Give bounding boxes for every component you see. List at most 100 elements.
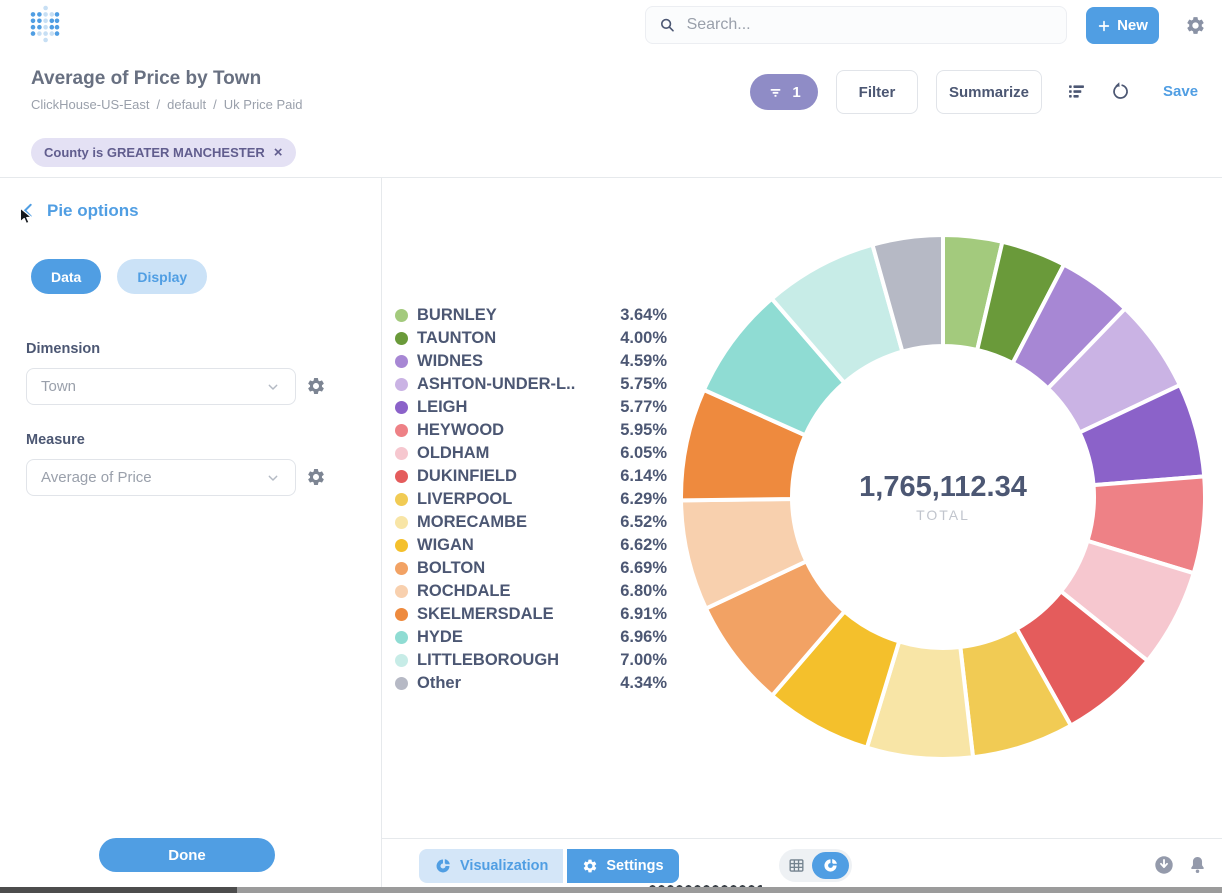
filter-chip-label: County is GREATER MANCHESTER bbox=[44, 145, 265, 160]
legend-item[interactable]: HEYWOOD 5.95% bbox=[395, 419, 667, 442]
legend-dot bbox=[395, 355, 408, 368]
chart-legend: BURNLEY 3.64% TAUNTON 4.00% WIDNES 4.59% ASHTO… bbox=[395, 304, 667, 695]
table-icon bbox=[787, 856, 806, 875]
done-button-label: Done bbox=[168, 846, 206, 864]
legend-percent: 3.64% bbox=[620, 306, 667, 324]
legend-dot bbox=[395, 470, 408, 483]
legend-item[interactable]: BOLTON 6.69% bbox=[395, 557, 667, 580]
dimension-select[interactable]: Town bbox=[26, 368, 296, 405]
chevron-down-icon bbox=[265, 470, 281, 486]
scrollbar-thumb[interactable] bbox=[0, 887, 237, 893]
filter-count: 1 bbox=[792, 83, 801, 101]
breadcrumb-table[interactable]: Uk Price Paid bbox=[223, 97, 303, 112]
search-icon bbox=[658, 15, 677, 35]
legend-item[interactable]: LEIGH 5.77% bbox=[395, 396, 667, 419]
legend-dot bbox=[395, 424, 408, 437]
chart-view-button[interactable] bbox=[811, 852, 849, 879]
legend-item[interactable]: WIGAN 6.62% bbox=[395, 534, 667, 557]
legend-percent: 4.34% bbox=[620, 674, 667, 692]
visualization-button[interactable]: Visualization bbox=[419, 849, 564, 883]
visualization-footer: Visualization Settings bbox=[382, 838, 1222, 887]
breadcrumb-separator: / bbox=[213, 97, 217, 112]
plus-icon bbox=[1097, 19, 1111, 33]
legend-item[interactable]: MORECAMBE 6.52% bbox=[395, 511, 667, 534]
dot-grid-icon bbox=[30, 5, 60, 43]
legend-percent: 5.75% bbox=[620, 375, 667, 393]
legend-percent: 5.95% bbox=[620, 421, 667, 439]
legend-label: BOLTON bbox=[417, 559, 486, 577]
legend-percent: 6.05% bbox=[620, 444, 667, 462]
legend-item[interactable]: TAUNTON 4.00% bbox=[395, 327, 667, 350]
filter-button-label: Filter bbox=[858, 83, 896, 101]
legend-dot bbox=[395, 585, 408, 598]
legend-item[interactable]: ROCHDALE 6.80% bbox=[395, 580, 667, 603]
summarize-button[interactable]: Summarize bbox=[936, 70, 1042, 114]
notebook-icon[interactable] bbox=[1066, 81, 1087, 102]
legend-label: WIGAN bbox=[417, 536, 474, 554]
legend-item[interactable]: BURNLEY 3.64% bbox=[395, 304, 667, 327]
legend-item[interactable]: OLDHAM 6.05% bbox=[395, 442, 667, 465]
legend-percent: 7.00% bbox=[620, 651, 667, 669]
legend-label: LITTLEBOROUGH bbox=[417, 651, 560, 669]
funnel-icon bbox=[767, 84, 784, 101]
page-title: Average of Price by Town bbox=[31, 68, 262, 89]
legend-item[interactable]: SKELMERSDALE 6.91% bbox=[395, 603, 667, 626]
settings-button[interactable]: Settings bbox=[567, 849, 679, 883]
legend-item[interactable]: LIVERPOOL 6.29% bbox=[395, 488, 667, 511]
legend-label: Other bbox=[417, 674, 462, 692]
tab-display[interactable]: Display bbox=[117, 259, 208, 294]
legend-percent: 5.77% bbox=[620, 398, 667, 416]
legend-percent: 6.96% bbox=[620, 628, 667, 646]
pie-options-header[interactable]: Pie options bbox=[18, 200, 139, 221]
pie-chart[interactable] bbox=[673, 227, 1213, 767]
legend-dot bbox=[395, 401, 408, 414]
bell-icon[interactable] bbox=[1187, 854, 1208, 876]
legend-dot bbox=[395, 447, 408, 460]
filter-chip-close-icon[interactable]: × bbox=[273, 144, 283, 161]
breadcrumb[interactable]: ClickHouse-US-East / default / Uk Price … bbox=[31, 97, 303, 112]
legend-label: WIDNES bbox=[417, 352, 483, 370]
dimension-settings-icon[interactable] bbox=[306, 376, 326, 396]
legend-item[interactable]: DUKINFIELD 6.14% bbox=[395, 465, 667, 488]
breadcrumb-schema[interactable]: default bbox=[167, 97, 207, 112]
filter-button[interactable]: Filter bbox=[836, 70, 918, 114]
filter-chip[interactable]: County is GREATER MANCHESTER × bbox=[31, 138, 296, 167]
legend-dot bbox=[395, 677, 408, 690]
search-bar bbox=[645, 6, 1067, 44]
horizontal-scrollbar[interactable] bbox=[0, 887, 1222, 893]
main-divider bbox=[0, 177, 1222, 178]
legend-label: DUKINFIELD bbox=[417, 467, 517, 485]
dimension-value: Town bbox=[41, 378, 77, 395]
search-input[interactable] bbox=[686, 16, 1054, 34]
save-button[interactable]: Save bbox=[1163, 83, 1199, 100]
sidebar-divider bbox=[381, 177, 382, 893]
tab-data[interactable]: Data bbox=[31, 259, 102, 294]
measure-select[interactable]: Average of Price bbox=[26, 459, 296, 496]
legend-item[interactable]: Other 4.34% bbox=[395, 672, 667, 695]
legend-item[interactable]: WIDNES 4.59% bbox=[395, 350, 667, 373]
legend-label: HEYWOOD bbox=[417, 421, 505, 439]
gear-icon bbox=[582, 858, 598, 874]
legend-item[interactable]: HYDE 6.96% bbox=[395, 626, 667, 649]
table-view-button[interactable] bbox=[782, 849, 812, 882]
tab-display-label: Display bbox=[137, 268, 188, 285]
admin-gear-icon[interactable] bbox=[1185, 15, 1206, 36]
legend-dot bbox=[395, 654, 408, 667]
new-button[interactable]: New bbox=[1086, 7, 1159, 44]
legend-percent: 6.91% bbox=[620, 605, 667, 623]
pie-slice[interactable] bbox=[870, 233, 945, 354]
legend-item[interactable]: ASHTON-UNDER-L.. 5.75% bbox=[395, 373, 667, 396]
dimension-label: Dimension bbox=[26, 341, 101, 357]
metabase-logo[interactable] bbox=[29, 4, 61, 44]
refresh-icon[interactable] bbox=[1110, 81, 1131, 102]
measure-settings-icon[interactable] bbox=[306, 467, 326, 487]
legend-item[interactable]: LITTLEBOROUGH 7.00% bbox=[395, 649, 667, 672]
legend-label: LEIGH bbox=[417, 398, 468, 416]
legend-label: BURNLEY bbox=[417, 306, 497, 324]
breadcrumb-database[interactable]: ClickHouse-US-East bbox=[31, 97, 150, 112]
active-filter-count-pill[interactable]: 1 bbox=[750, 74, 818, 110]
done-button[interactable]: Done bbox=[99, 838, 275, 872]
download-icon[interactable] bbox=[1153, 854, 1175, 876]
legend-label: LIVERPOOL bbox=[417, 490, 513, 508]
back-chevron-icon[interactable] bbox=[18, 200, 39, 221]
